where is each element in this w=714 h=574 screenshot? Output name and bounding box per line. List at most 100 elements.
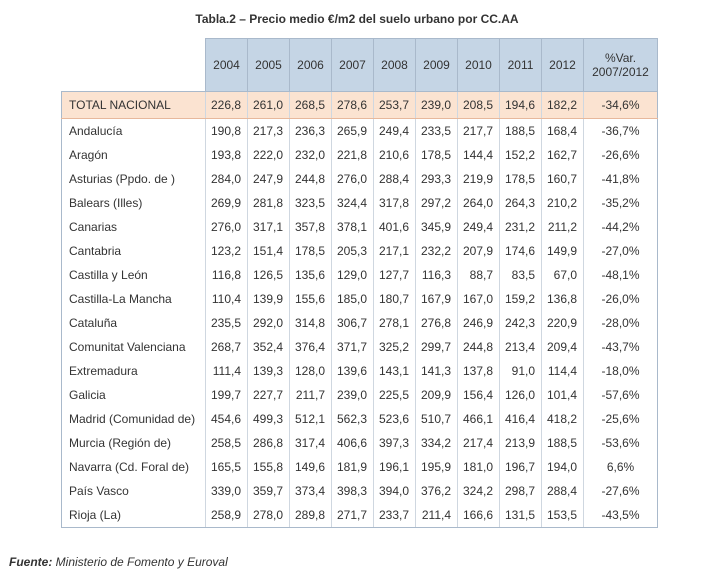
cell-value: 136,8	[541, 287, 584, 311]
table-row: Balears (Illes) 269,9 281,8 323,5 324,4 317,8…	[61, 191, 658, 215]
cell-value: 114,4	[541, 359, 584, 383]
cell-value: 378,1	[331, 215, 374, 239]
cell-value: 324,4	[331, 191, 374, 215]
cell-value: 562,3	[331, 407, 374, 431]
source-note: Fuente: Ministerio de Fomento y Euroval	[9, 555, 228, 569]
cell-value: 317,1	[247, 215, 290, 239]
cell-value: 129,0	[331, 263, 374, 287]
cell-value: 174,6	[499, 239, 542, 263]
cell-value: 288,4	[373, 167, 416, 191]
table-row: Aragón 193,8 222,0 232,0 221,8 210,6 178,5 144,…	[61, 143, 658, 167]
cell-value: 83,5	[499, 263, 542, 287]
cell-value: 155,8	[247, 455, 290, 479]
header-row: 2004 2005 2006 2007 2008 2009 2010 2011 …	[61, 38, 658, 92]
cell-value: 166,6	[457, 503, 500, 528]
cell-value: 268,7	[205, 335, 248, 359]
cell-value: 394,0	[373, 479, 416, 503]
header-year: 2009	[415, 38, 458, 92]
cell-value: 401,6	[373, 215, 416, 239]
cell-value: 371,7	[331, 335, 374, 359]
cell-value: 317,8	[373, 191, 416, 215]
cell-value: 141,3	[415, 359, 458, 383]
cell-value: 178,5	[499, 167, 542, 191]
cell-value: 416,4	[499, 407, 542, 431]
cell-value: 101,4	[541, 383, 584, 407]
cell-value: 299,7	[415, 335, 458, 359]
cell-value: 512,1	[289, 407, 332, 431]
header-year: 2010	[457, 38, 500, 92]
cell-value: 178,5	[289, 239, 332, 263]
cell-value: 139,3	[247, 359, 290, 383]
cell-value: 222,0	[247, 143, 290, 167]
cell-value: 232,0	[289, 143, 332, 167]
row-name: Galicia	[61, 383, 206, 407]
header-var-line2: 2007/2012	[592, 65, 649, 79]
cell-value: 276,0	[205, 215, 248, 239]
cell-var: -48,1%	[583, 263, 658, 287]
cell-value: 165,5	[205, 455, 248, 479]
cell-value: 406,6	[331, 431, 374, 455]
cell-var: 6,6%	[583, 455, 658, 479]
cell-value: 253,7	[373, 91, 416, 119]
cell-value: 233,5	[415, 118, 458, 143]
cell-var: -53,6%	[583, 431, 658, 455]
cell-value: 345,9	[415, 215, 458, 239]
data-table: 2004 2005 2006 2007 2008 2009 2010 2011 …	[61, 38, 658, 528]
cell-value: 135,6	[289, 263, 332, 287]
cell-var: -36,7%	[583, 118, 658, 143]
cell-value: 196,7	[499, 455, 542, 479]
cell-value: 239,0	[415, 91, 458, 119]
cell-var: -18,0%	[583, 359, 658, 383]
cell-value: 194,6	[499, 91, 542, 119]
cell-value: 226,8	[205, 91, 248, 119]
cell-value: 137,8	[457, 359, 500, 383]
cell-value: 149,9	[541, 239, 584, 263]
cell-value: 278,6	[331, 91, 374, 119]
cell-value: 159,2	[499, 287, 542, 311]
cell-value: 231,2	[499, 215, 542, 239]
cell-value: 181,0	[457, 455, 500, 479]
cell-var: -43,5%	[583, 503, 658, 528]
cell-value: 199,7	[205, 383, 248, 407]
row-name: Murcia (Región de)	[61, 431, 206, 455]
cell-value: 297,2	[415, 191, 458, 215]
total-row: TOTAL NACIONAL 226,8 261,0 268,5 278,6 2…	[61, 91, 658, 119]
row-name: Rioja (La)	[61, 503, 206, 528]
cell-value: 156,4	[457, 383, 500, 407]
cell-value: 153,5	[541, 503, 584, 528]
source-text: Ministerio de Fomento y Euroval	[52, 555, 228, 569]
cell-value: 221,8	[331, 143, 374, 167]
row-name: Aragón	[61, 143, 206, 167]
cell-value: 397,3	[373, 431, 416, 455]
cell-value: 271,7	[331, 503, 374, 528]
cell-value: 67,0	[541, 263, 584, 287]
cell-value: 126,5	[247, 263, 290, 287]
table-row: Cantabria 123,2 151,4 178,5 205,3 217,1 232,2 2…	[61, 239, 658, 263]
cell-value: 185,0	[331, 287, 374, 311]
cell-var: -27,0%	[583, 239, 658, 263]
cell-var: -43,7%	[583, 335, 658, 359]
cell-value: 510,7	[415, 407, 458, 431]
cell-value: 269,9	[205, 191, 248, 215]
cell-value: 168,4	[541, 118, 584, 143]
cell-value: 213,9	[499, 431, 542, 455]
cell-value: 454,6	[205, 407, 248, 431]
cell-value: 466,1	[457, 407, 500, 431]
cell-value: 182,2	[541, 91, 584, 119]
cell-value: 334,2	[415, 431, 458, 455]
cell-value: 178,5	[415, 143, 458, 167]
cell-value: 180,7	[373, 287, 416, 311]
cell-value: 286,8	[247, 431, 290, 455]
cell-value: 210,6	[373, 143, 416, 167]
cell-value: 155,6	[289, 287, 332, 311]
cell-value: 139,9	[247, 287, 290, 311]
cell-value: 244,8	[289, 167, 332, 191]
cell-value: 235,5	[205, 311, 248, 335]
cell-value: 217,3	[247, 118, 290, 143]
row-name: Andalucía	[61, 118, 206, 143]
cell-value: 298,7	[499, 479, 542, 503]
row-name: Canarias	[61, 215, 206, 239]
cell-value: 339,0	[205, 479, 248, 503]
header-year: 2006	[289, 38, 332, 92]
cell-value: 152,2	[499, 143, 542, 167]
